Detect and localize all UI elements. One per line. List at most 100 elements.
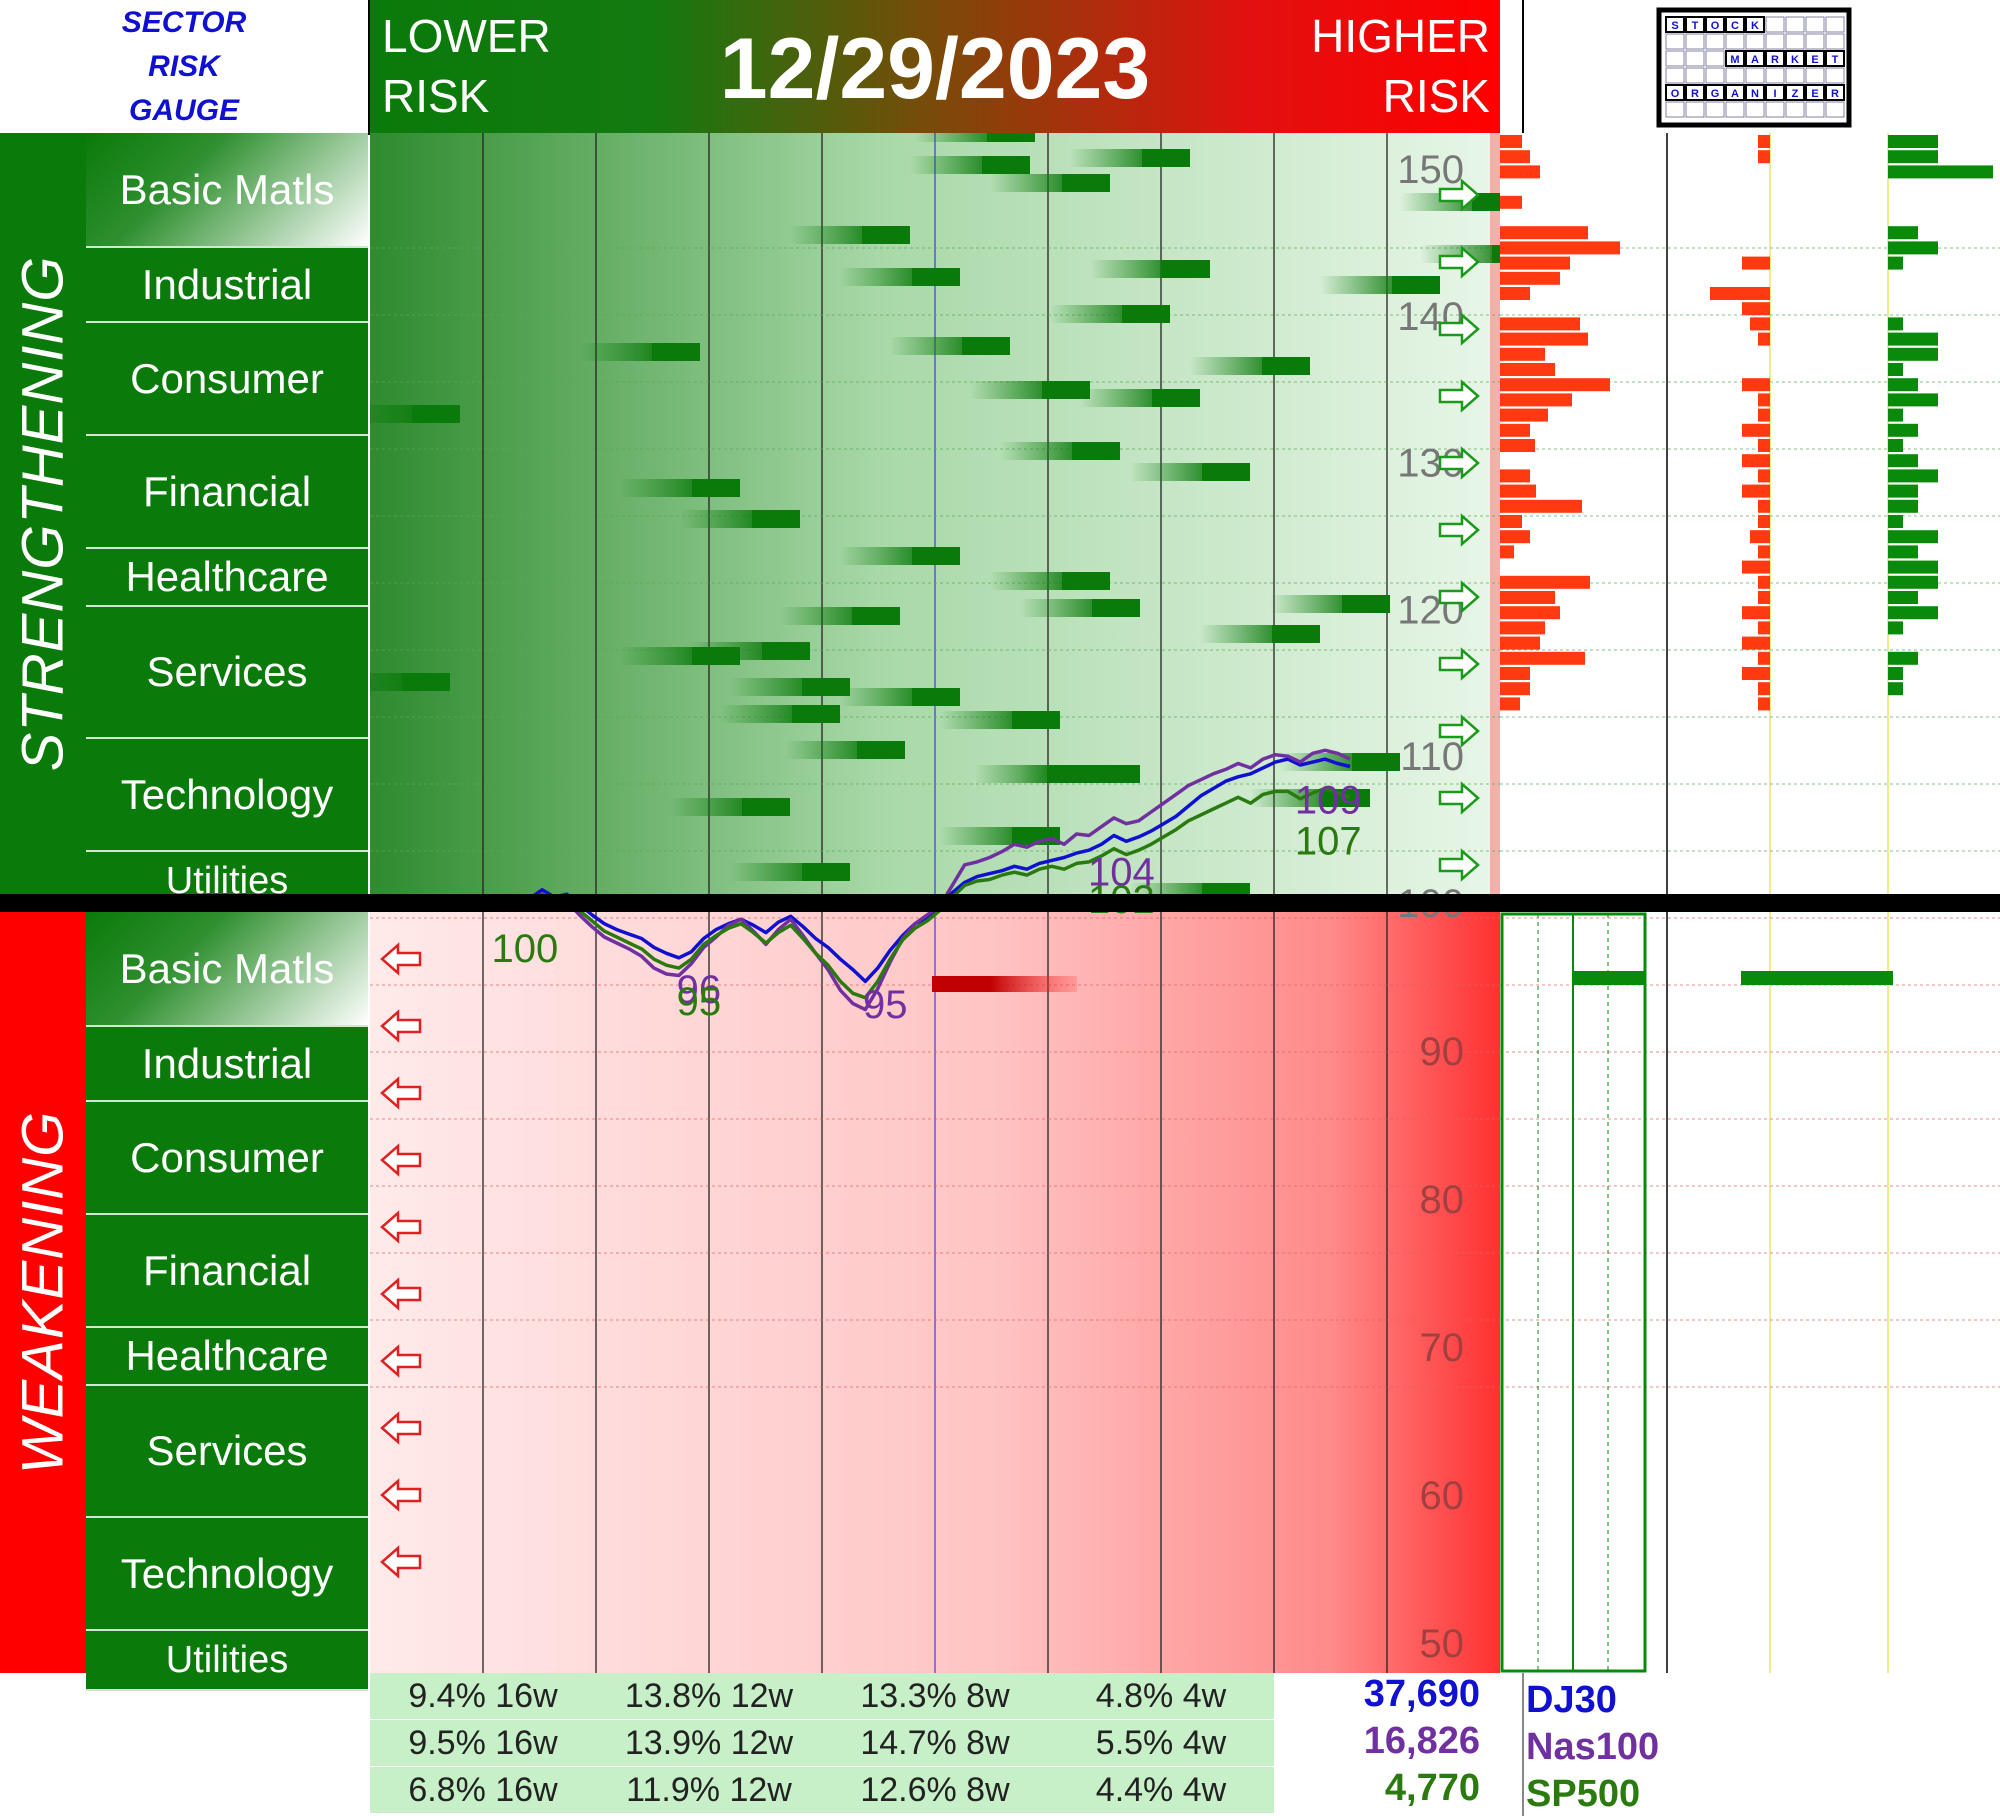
strengthen-arrow-icon: [1438, 647, 1480, 681]
gauge-title: SECTOR RISK GAUGE: [0, 0, 370, 135]
sector-signal-bar: [1200, 625, 1320, 643]
sector-top-services: Services: [86, 607, 368, 739]
perf-cell: 13.9% 12w: [624, 1724, 794, 1762]
sector-signal-bar: [970, 381, 1090, 399]
green-signal-bar: [1888, 484, 1918, 498]
report-date: 12/29/2023: [719, 21, 1151, 117]
series-line-sp500: [479, 786, 1351, 1000]
weaken-arrow-icon: [380, 1344, 422, 1378]
strengthen-arrow-icon: [1438, 848, 1480, 882]
sector-top-technology: Technology: [86, 739, 368, 852]
sector-signal-bar: [975, 765, 1095, 783]
title-line-sector: SECTOR: [121, 5, 247, 39]
y-tick-label: 50: [1420, 1622, 1465, 1666]
sector-signal-bar: [1270, 595, 1390, 613]
sector-signal-bar: [680, 510, 800, 528]
red-signal-bar: [1742, 667, 1770, 680]
strengthen-arrow-icon: [1438, 580, 1480, 614]
title-line-risk: RISK: [148, 49, 220, 83]
strengthen-arrow-icon: [1438, 245, 1480, 279]
perf-cell: 13.8% 12w: [624, 1677, 794, 1715]
sector-signal-bar: [1020, 599, 1140, 617]
lower-risk-label: LOWER RISK: [382, 10, 551, 122]
green-signal-bar: [1888, 317, 1903, 331]
red-signal-bar: [1758, 575, 1770, 589]
red-signal-bar: [1500, 697, 1520, 711]
red-signal-bar: [1500, 439, 1535, 452]
perf-cell: 13.3% 8w: [860, 1677, 1010, 1715]
perf-cell: 4.8% 4w: [1095, 1677, 1227, 1715]
series-value-label: 107: [1295, 820, 1362, 864]
logo-letter: M: [1730, 54, 1739, 66]
green-signal-bar: [1888, 439, 1903, 452]
red-signal-bar: [1500, 165, 1540, 179]
red-signal-bar: [1742, 484, 1770, 498]
green-signal-bar: [1888, 530, 1938, 544]
perf-cell: 12.6% 8w: [860, 1771, 1010, 1809]
logo-letter: R: [1691, 88, 1699, 100]
weaken-arrow-icon: [380, 1277, 422, 1311]
red-signal-bar: [1500, 575, 1590, 589]
red-signal-bar: [1500, 408, 1548, 422]
logo-letter: A: [1731, 88, 1739, 100]
logo-letter: N: [1751, 88, 1759, 100]
index-name-sp500: SP500: [1526, 1773, 1641, 1815]
red-signal-bar: [1500, 241, 1620, 255]
sector-top-financial: Financial: [86, 436, 368, 549]
green-signal-bar: [1888, 621, 1903, 635]
green-signal-bar: [1888, 515, 1903, 528]
red-signal-bar: [1742, 302, 1770, 316]
green-signal-bar: [1888, 347, 1938, 361]
green-signal-bar: [1888, 682, 1903, 696]
sector-bottom-basic-matls: Basic Matls: [86, 912, 368, 1027]
green-signal-bar: [1888, 560, 1938, 574]
green-signal-bar: [1888, 545, 1918, 559]
red-signal-bar: [1758, 393, 1770, 407]
green-signal-bar: [1888, 591, 1918, 604]
green-signal-bar: [1888, 135, 1938, 148]
red-signal-bar: [1750, 317, 1770, 331]
sector-signal-bar: [785, 741, 905, 759]
weaken-arrow-icon: [380, 1411, 422, 1445]
sector-signal-bar: [990, 174, 1110, 192]
green-signal-bar: [1888, 226, 1918, 240]
sector-signal-bar: [840, 268, 960, 286]
red-signal-bar: [1500, 423, 1530, 437]
sector-signal-bar: [730, 678, 850, 696]
green-signal-bar: [1888, 667, 1903, 680]
weaken-arrow-icon: [380, 1210, 422, 1244]
sector-signal-bar: [840, 688, 960, 706]
weaken-arrow-icon: [380, 942, 422, 976]
sector-bottom-technology: Technology: [86, 1518, 368, 1631]
logo-letter: R: [1831, 88, 1839, 100]
red-signal-bar: [1742, 378, 1770, 392]
logo-letter: S: [1671, 20, 1678, 32]
red-signal-bar: [1500, 363, 1555, 376]
sector-bottom-healthcare: Healthcare: [86, 1328, 368, 1386]
red-signal-bar: [1500, 347, 1545, 361]
red-signal-bar: [1500, 135, 1522, 148]
red-signal-bar: [1742, 636, 1770, 650]
green-signal-bar: [1888, 378, 1918, 392]
sector-signal-bar: [1190, 357, 1310, 375]
sector-signal-bar: [720, 705, 840, 723]
sector-signal-bar: [990, 572, 1110, 590]
green-signal-bar: [1888, 165, 1993, 179]
green-signal-bar: [1888, 393, 1938, 407]
red-signal-bar: [1500, 332, 1588, 346]
sector-signal-bar: [580, 343, 700, 361]
sector-bottom-services: Services: [86, 1386, 368, 1518]
red-signal-bar: [1758, 135, 1770, 148]
sector-bottom-consumer: Consumer: [86, 1102, 368, 1215]
logo-letter: Z: [1792, 88, 1799, 100]
y-tick-label: 60: [1420, 1474, 1465, 1518]
sector-bottom-financial: Financial: [86, 1215, 368, 1328]
red-signal-bar: [1500, 271, 1560, 285]
weaken-arrow-icon: [380, 1009, 422, 1043]
red-signal-bar: [1500, 515, 1522, 528]
green-signal-bar: [1888, 575, 1938, 589]
sector-signal-bar: [940, 711, 1060, 729]
perf-row-sp500: 6.8% 16w 11.9% 12w 12.6% 8w 4.4% 4w: [370, 1767, 1274, 1815]
sector-signal-bar: [620, 479, 740, 497]
